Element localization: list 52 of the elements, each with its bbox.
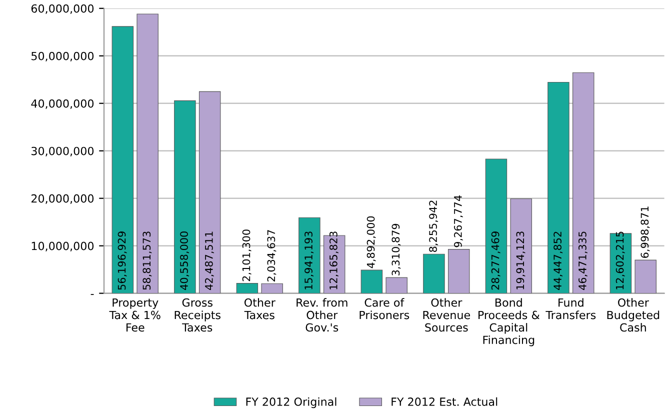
x-tick-label: Fund Transfers xyxy=(546,298,596,320)
x-tick-label: Other Revenue Sources xyxy=(423,298,470,332)
data-label: 58,811,573 xyxy=(142,232,152,290)
y-tick-label: 40,000,000 xyxy=(31,99,94,109)
bar xyxy=(510,198,532,294)
data-label: 56,196,929 xyxy=(118,232,127,290)
y-tick-label: 50,000,000 xyxy=(32,52,94,62)
bar xyxy=(448,249,470,294)
x-tick-label: Rev. from Other Gov.'s xyxy=(296,298,348,332)
bar xyxy=(548,82,570,294)
bar xyxy=(298,217,320,294)
x-tick-label: Other Budgeted Cash xyxy=(607,298,660,332)
bar xyxy=(198,91,221,294)
bar xyxy=(174,100,196,294)
bar xyxy=(423,254,445,294)
data-label: 40,558,000 xyxy=(180,232,190,290)
y-tick-label: 30,000,000 xyxy=(32,146,94,156)
bar xyxy=(386,277,408,294)
data-label: 12,165,823 xyxy=(329,232,338,290)
bar xyxy=(136,14,158,294)
y-tick-label: 60,000,000 xyxy=(31,4,94,14)
bar xyxy=(261,283,283,294)
x-tick-label: Other Taxes xyxy=(244,298,276,320)
bar xyxy=(634,260,656,294)
data-label: 4,892,000 xyxy=(366,216,376,268)
data-label: 9,267,774 xyxy=(454,195,463,248)
x-tick-label: Property Tax & 1% Fee xyxy=(109,298,160,332)
x-tick-label: Care of Prisoners xyxy=(360,298,410,320)
data-label: 2,034,637 xyxy=(267,230,276,282)
data-label: 28,277,469 xyxy=(491,232,500,290)
y-tick-label: 20,000,000 xyxy=(31,194,94,204)
data-label: 19,914,123 xyxy=(516,232,526,290)
bar xyxy=(485,158,508,294)
data-label: 6,998,871 xyxy=(640,206,650,258)
y-tick-label: - xyxy=(90,294,94,295)
data-label: 3,310,879 xyxy=(392,224,401,276)
bar xyxy=(236,283,258,294)
bar xyxy=(112,26,134,294)
data-label: 2,101,300 xyxy=(242,230,252,282)
x-tick-label: Gross Receipts Taxes xyxy=(174,298,220,332)
legend-label: FY 2012 Est. Actual xyxy=(392,397,498,406)
legend-label: FY 2012 Original xyxy=(246,397,336,408)
data-label: 46,471,335 xyxy=(578,232,588,290)
data-label: 42,487,511 xyxy=(204,232,214,290)
data-label: 44,447,852 xyxy=(554,232,563,290)
data-label: 8,255,942 xyxy=(429,200,438,252)
y-tick-label: 10,000,000 xyxy=(32,242,94,252)
bar xyxy=(360,270,383,294)
data-label: 15,941,193 xyxy=(304,232,314,290)
x-tick-label: Bond Proceeds & Capital Financing xyxy=(478,298,540,346)
bar xyxy=(572,72,594,294)
data-label: 12,602,215 xyxy=(616,232,625,290)
